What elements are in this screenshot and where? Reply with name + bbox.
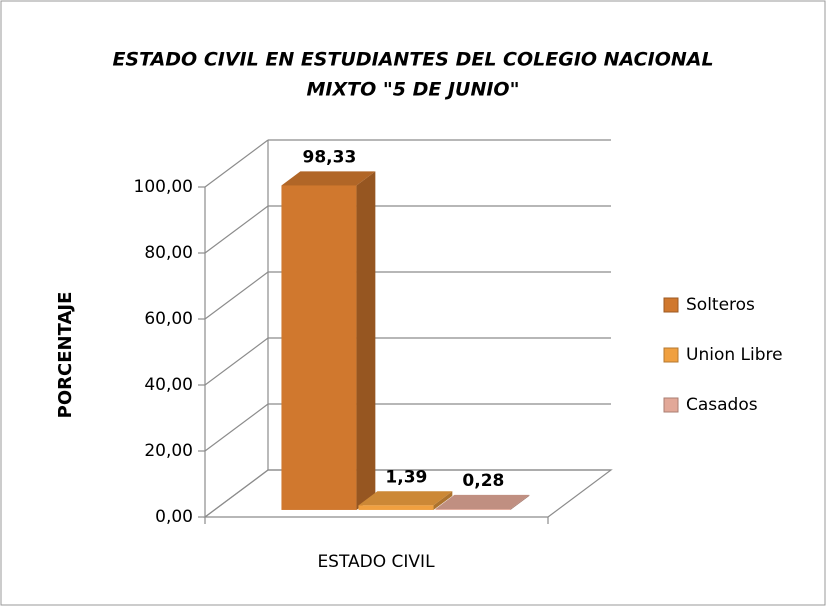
bar-side xyxy=(510,494,530,510)
grid-line xyxy=(204,139,269,188)
value-label: 0,28 xyxy=(462,471,504,491)
bar-front xyxy=(358,505,434,510)
grid-line xyxy=(204,337,269,386)
bar xyxy=(358,491,453,510)
grid-line xyxy=(204,469,269,518)
bar-front xyxy=(435,509,511,510)
bar-top xyxy=(358,491,453,506)
legend-label: Union Libre xyxy=(686,345,783,365)
bar-front xyxy=(281,185,357,510)
bar-top xyxy=(435,494,530,510)
chart-title: ESTADO CIVIL EN ESTUDIANTES DEL COLEGIO … xyxy=(112,49,713,71)
y-tick-label: 20,00 xyxy=(144,441,193,461)
legend-label: Solteros xyxy=(686,295,755,315)
grid-line xyxy=(204,271,269,320)
legend-swatch xyxy=(663,297,679,313)
bar-top xyxy=(281,171,376,186)
bar-side xyxy=(433,491,453,510)
value-label: 1,39 xyxy=(385,467,427,487)
bar xyxy=(435,494,530,510)
y-tick-label: 40,00 xyxy=(144,375,193,395)
legend-swatch xyxy=(663,397,679,413)
y-axis-title: PORCENTAJE xyxy=(55,292,76,419)
legend-label: Casados xyxy=(686,395,758,415)
y-tick-label: 100,00 xyxy=(134,177,193,197)
bar xyxy=(281,171,376,510)
bar-side xyxy=(356,171,376,510)
value-label: 98,33 xyxy=(303,147,357,167)
y-tick-label: 80,00 xyxy=(144,243,193,263)
x-axis-title: ESTADO CIVIL xyxy=(317,552,435,572)
legend-swatch xyxy=(663,347,679,363)
grid-line xyxy=(204,403,269,452)
grid-line xyxy=(204,205,269,254)
chart-title: MIXTO "5 DE JUNIO" xyxy=(307,79,520,101)
y-tick-label: 0,00 xyxy=(155,507,193,527)
y-tick-label: 60,00 xyxy=(144,309,193,329)
